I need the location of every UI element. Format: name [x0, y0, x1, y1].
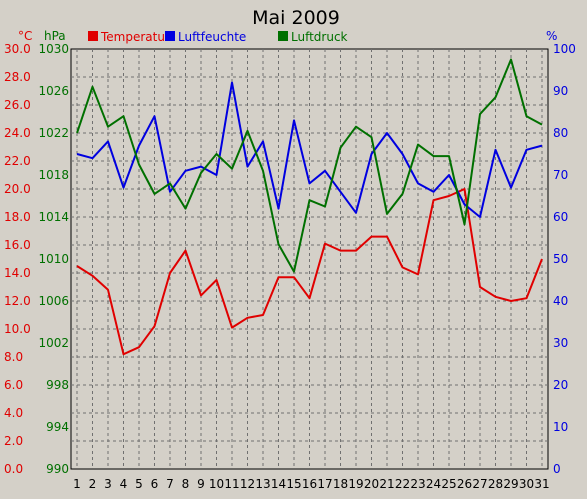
x-tick-label: 5 [135, 477, 143, 491]
temp-tick-label: 30.0 [4, 42, 31, 56]
pressure-tick-label: 1022 [38, 126, 69, 140]
x-tick-label: 18 [333, 477, 348, 491]
pressure-unit-label: hPa [44, 29, 66, 43]
humidity-tick-label: 0 [553, 462, 561, 476]
series-line-luftdruck [76, 58, 543, 273]
temp-tick-label: 28.0 [4, 70, 31, 84]
x-tick-label: 1 [73, 477, 81, 491]
temp-tick-label: 20.0 [4, 182, 31, 196]
x-tick-label: 27 [472, 477, 487, 491]
temp-tick-label: 12.0 [4, 294, 31, 308]
humidity-tick-label: 10 [553, 420, 568, 434]
temp-tick-label: 8.0 [4, 350, 23, 364]
x-tick-label: 25 [441, 477, 456, 491]
x-tick-label: 17 [317, 477, 332, 491]
x-tick-label: 2 [89, 477, 97, 491]
x-tick-label: 22 [395, 477, 410, 491]
humidity-tick-label: 50 [553, 252, 568, 266]
temp-tick-label: 4.0 [4, 406, 23, 420]
humidity-unit-label: % [546, 29, 557, 43]
legend-label: Luftfeuchte [178, 30, 246, 44]
x-tick-label: 28 [488, 477, 503, 491]
pressure-tick-label: 1002 [38, 336, 69, 350]
axis-ticks: 0.0 2.0 4.0 6.0 8.0 10.0 12.0 14.0 16.0 18.0 20.0 2… [4, 42, 576, 491]
x-tick-label: 4 [120, 477, 128, 491]
pressure-tick-label: 1006 [38, 294, 69, 308]
x-tick-label: 15 [286, 477, 301, 491]
temp-tick-label: 16.0 [4, 238, 31, 252]
x-tick-label: 13 [255, 477, 270, 491]
pressure-tick-label: 1030 [38, 42, 69, 56]
temp-unit-label: °C [18, 29, 32, 43]
humidity-tick-label: 100 [553, 42, 576, 56]
x-tick-label: 7 [166, 477, 174, 491]
temp-tick-label: 0.0 [4, 462, 23, 476]
x-tick-label: 12 [240, 477, 255, 491]
pressure-tick-label: 1010 [38, 252, 69, 266]
x-tick-label: 3 [104, 477, 112, 491]
temp-tick-label: 2.0 [4, 434, 23, 448]
x-tick-label: 24 [426, 477, 441, 491]
pressure-tick-label: 998 [46, 378, 69, 392]
legend-swatch [165, 31, 175, 41]
temp-tick-label: 6.0 [4, 378, 23, 392]
humidity-tick-label: 80 [553, 126, 568, 140]
humidity-tick-label: 60 [553, 210, 568, 224]
x-tick-label: 11 [224, 477, 239, 491]
humidity-tick-label: 20 [553, 378, 568, 392]
temp-tick-label: 22.0 [4, 154, 31, 168]
x-tick-label: 31 [534, 477, 549, 491]
legend-label: Temperatur [100, 30, 170, 44]
legend: Temperatur Luftfeuchte Luftdruck [88, 30, 348, 44]
x-tick-label: 19 [348, 477, 363, 491]
pressure-tick-label: 1014 [38, 210, 69, 224]
temp-tick-label: 14.0 [4, 266, 31, 280]
legend-swatch [88, 31, 98, 41]
humidity-tick-label: 40 [553, 294, 568, 308]
x-tick-label: 21 [379, 477, 394, 491]
pressure-tick-label: 994 [46, 420, 69, 434]
temp-tick-label: 26.0 [4, 98, 31, 112]
legend-swatch [278, 31, 288, 41]
humidity-tick-label: 70 [553, 168, 568, 182]
x-tick-label: 16 [302, 477, 317, 491]
pressure-tick-label: 990 [46, 462, 69, 476]
temp-tick-label: 18.0 [4, 210, 31, 224]
temp-tick-label: 10.0 [4, 322, 31, 336]
humidity-tick-label: 90 [553, 84, 568, 98]
series-lines [76, 58, 543, 356]
x-tick-label: 6 [151, 477, 159, 491]
x-tick-label: 26 [457, 477, 472, 491]
x-tick-label: 8 [182, 477, 190, 491]
x-tick-label: 30 [519, 477, 534, 491]
x-tick-label: 14 [271, 477, 286, 491]
humidity-tick-label: 30 [553, 336, 568, 350]
pressure-tick-label: 1018 [38, 168, 69, 182]
x-tick-label: 29 [503, 477, 518, 491]
pressure-tick-label: 1026 [38, 84, 69, 98]
temp-tick-label: 24.0 [4, 126, 31, 140]
legend-label: Luftdruck [291, 30, 348, 44]
series-line-temperatur [76, 188, 543, 356]
x-tick-label: 10 [209, 477, 224, 491]
chart-title: Mai 2009 [252, 7, 340, 29]
x-tick-label: 9 [197, 477, 205, 491]
x-tick-label: 20 [364, 477, 379, 491]
series-line-luftfeuchte [76, 81, 543, 218]
x-tick-label: 23 [410, 477, 425, 491]
